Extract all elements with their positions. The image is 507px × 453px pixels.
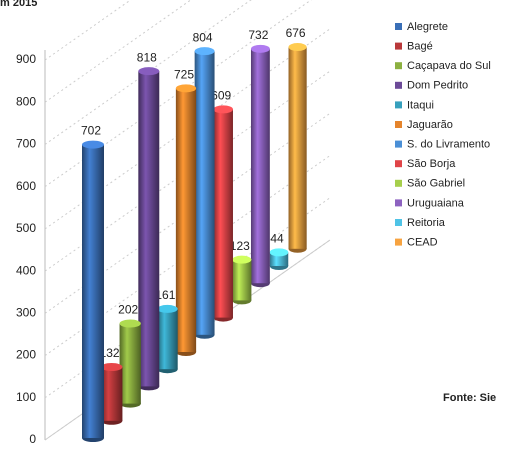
legend-label: São Borja: [407, 158, 456, 170]
y-tick-label: 200: [16, 348, 36, 362]
legend-swatch: [395, 42, 402, 50]
legend-label: CEAD: [407, 237, 438, 249]
cylinder-top: [100, 363, 123, 372]
y-tick-label: 800: [16, 94, 36, 108]
data-label: 725: [174, 68, 194, 82]
legend-swatch: [395, 140, 402, 148]
legend-label: Alegrete: [407, 21, 448, 33]
cylinder-top: [82, 140, 104, 149]
cylinder: [250, 44, 270, 288]
data-label: 818: [137, 50, 157, 64]
data-label: 123: [230, 239, 250, 253]
cylinder-top: [250, 44, 270, 53]
legend-swatch: [395, 81, 402, 89]
grid-line: [44, 0, 312, 188]
data-label: 161: [155, 288, 175, 302]
cylinder-body: [232, 259, 252, 301]
cylinder-body: [138, 71, 160, 387]
cylinder: [82, 140, 104, 442]
cylinder: [194, 47, 215, 339]
legend-label: Jaguarão: [407, 119, 453, 131]
y-tick-label: 100: [16, 390, 36, 404]
legend-swatch: [395, 179, 402, 187]
cylinder-top: [138, 67, 160, 76]
cylinder: [119, 319, 141, 408]
data-label: 676: [286, 26, 306, 40]
chart-title: m 2015: [0, 0, 37, 9]
data-label: 132: [100, 346, 120, 360]
cylinder-top: [288, 43, 307, 52]
cylinder-top: [213, 105, 233, 114]
cylinder: [213, 105, 233, 322]
cylinder: [288, 43, 307, 253]
cylinder-top: [157, 304, 178, 313]
cylinder-body: [119, 323, 141, 404]
grid-line: [44, 28, 331, 230]
legend-swatch: [395, 160, 402, 168]
legend-swatch: [395, 23, 402, 30]
cylinder-body: [175, 88, 197, 352]
cylinder-top: [269, 248, 289, 257]
data-label: 804: [193, 30, 213, 44]
y-tick-label: 700: [16, 137, 36, 151]
legend-label: São Gabriel: [407, 178, 465, 190]
grid-line: [44, 112, 331, 314]
y-tick-label: 0: [29, 432, 36, 446]
data-label: 702: [81, 124, 101, 138]
cylinder: [157, 304, 178, 374]
grid-line: [44, 155, 331, 356]
cylinder-body: [213, 109, 233, 318]
data-label: 732: [248, 28, 268, 42]
cylinder: [232, 255, 252, 305]
legend-label: S. do Livramento: [407, 139, 490, 151]
legend-swatch: [395, 62, 402, 70]
cylinder-body: [82, 144, 104, 438]
data-label: 609: [211, 89, 231, 103]
cylinder-body: [100, 367, 123, 421]
cylinder-top: [175, 84, 197, 93]
y-tick-label: 900: [16, 52, 36, 66]
cylinder: [100, 363, 123, 425]
y-tick-label: 300: [16, 306, 36, 320]
y-tick-label: 400: [16, 263, 36, 277]
y-tick-label: 500: [16, 221, 36, 235]
legend-swatch: [395, 219, 402, 226]
cylinder: [175, 84, 197, 356]
legend-label: Bagé: [407, 41, 433, 53]
cylinder-body: [250, 48, 270, 284]
cylinder-body: [288, 47, 307, 249]
grid-line: [44, 70, 331, 272]
legend-label: Reitoria: [407, 217, 446, 229]
y-tick-label: 600: [16, 179, 36, 193]
cylinder: [269, 248, 289, 270]
legend-label: Itaqui: [407, 99, 434, 111]
legend-label: Uruguaiana: [407, 197, 465, 209]
legend-swatch: [395, 238, 402, 246]
legend-label: Dom Pedrito: [407, 80, 468, 92]
grid-line: [44, 197, 331, 399]
cylinder-top: [119, 319, 141, 328]
cylinder-body: [157, 308, 178, 370]
legend-swatch: [395, 101, 402, 109]
cylinder: [138, 67, 160, 391]
cylinder-body: [194, 51, 215, 335]
data-label: 202: [118, 303, 138, 317]
legend-swatch: [395, 121, 402, 128]
source-note: Fonte: Sie: [443, 392, 496, 404]
cylinder-top: [194, 47, 215, 56]
legend-label: Caçapava do Sul: [407, 60, 491, 72]
data-label: 44: [270, 232, 284, 246]
cylinder-top: [232, 255, 252, 264]
legend-swatch: [395, 199, 402, 207]
